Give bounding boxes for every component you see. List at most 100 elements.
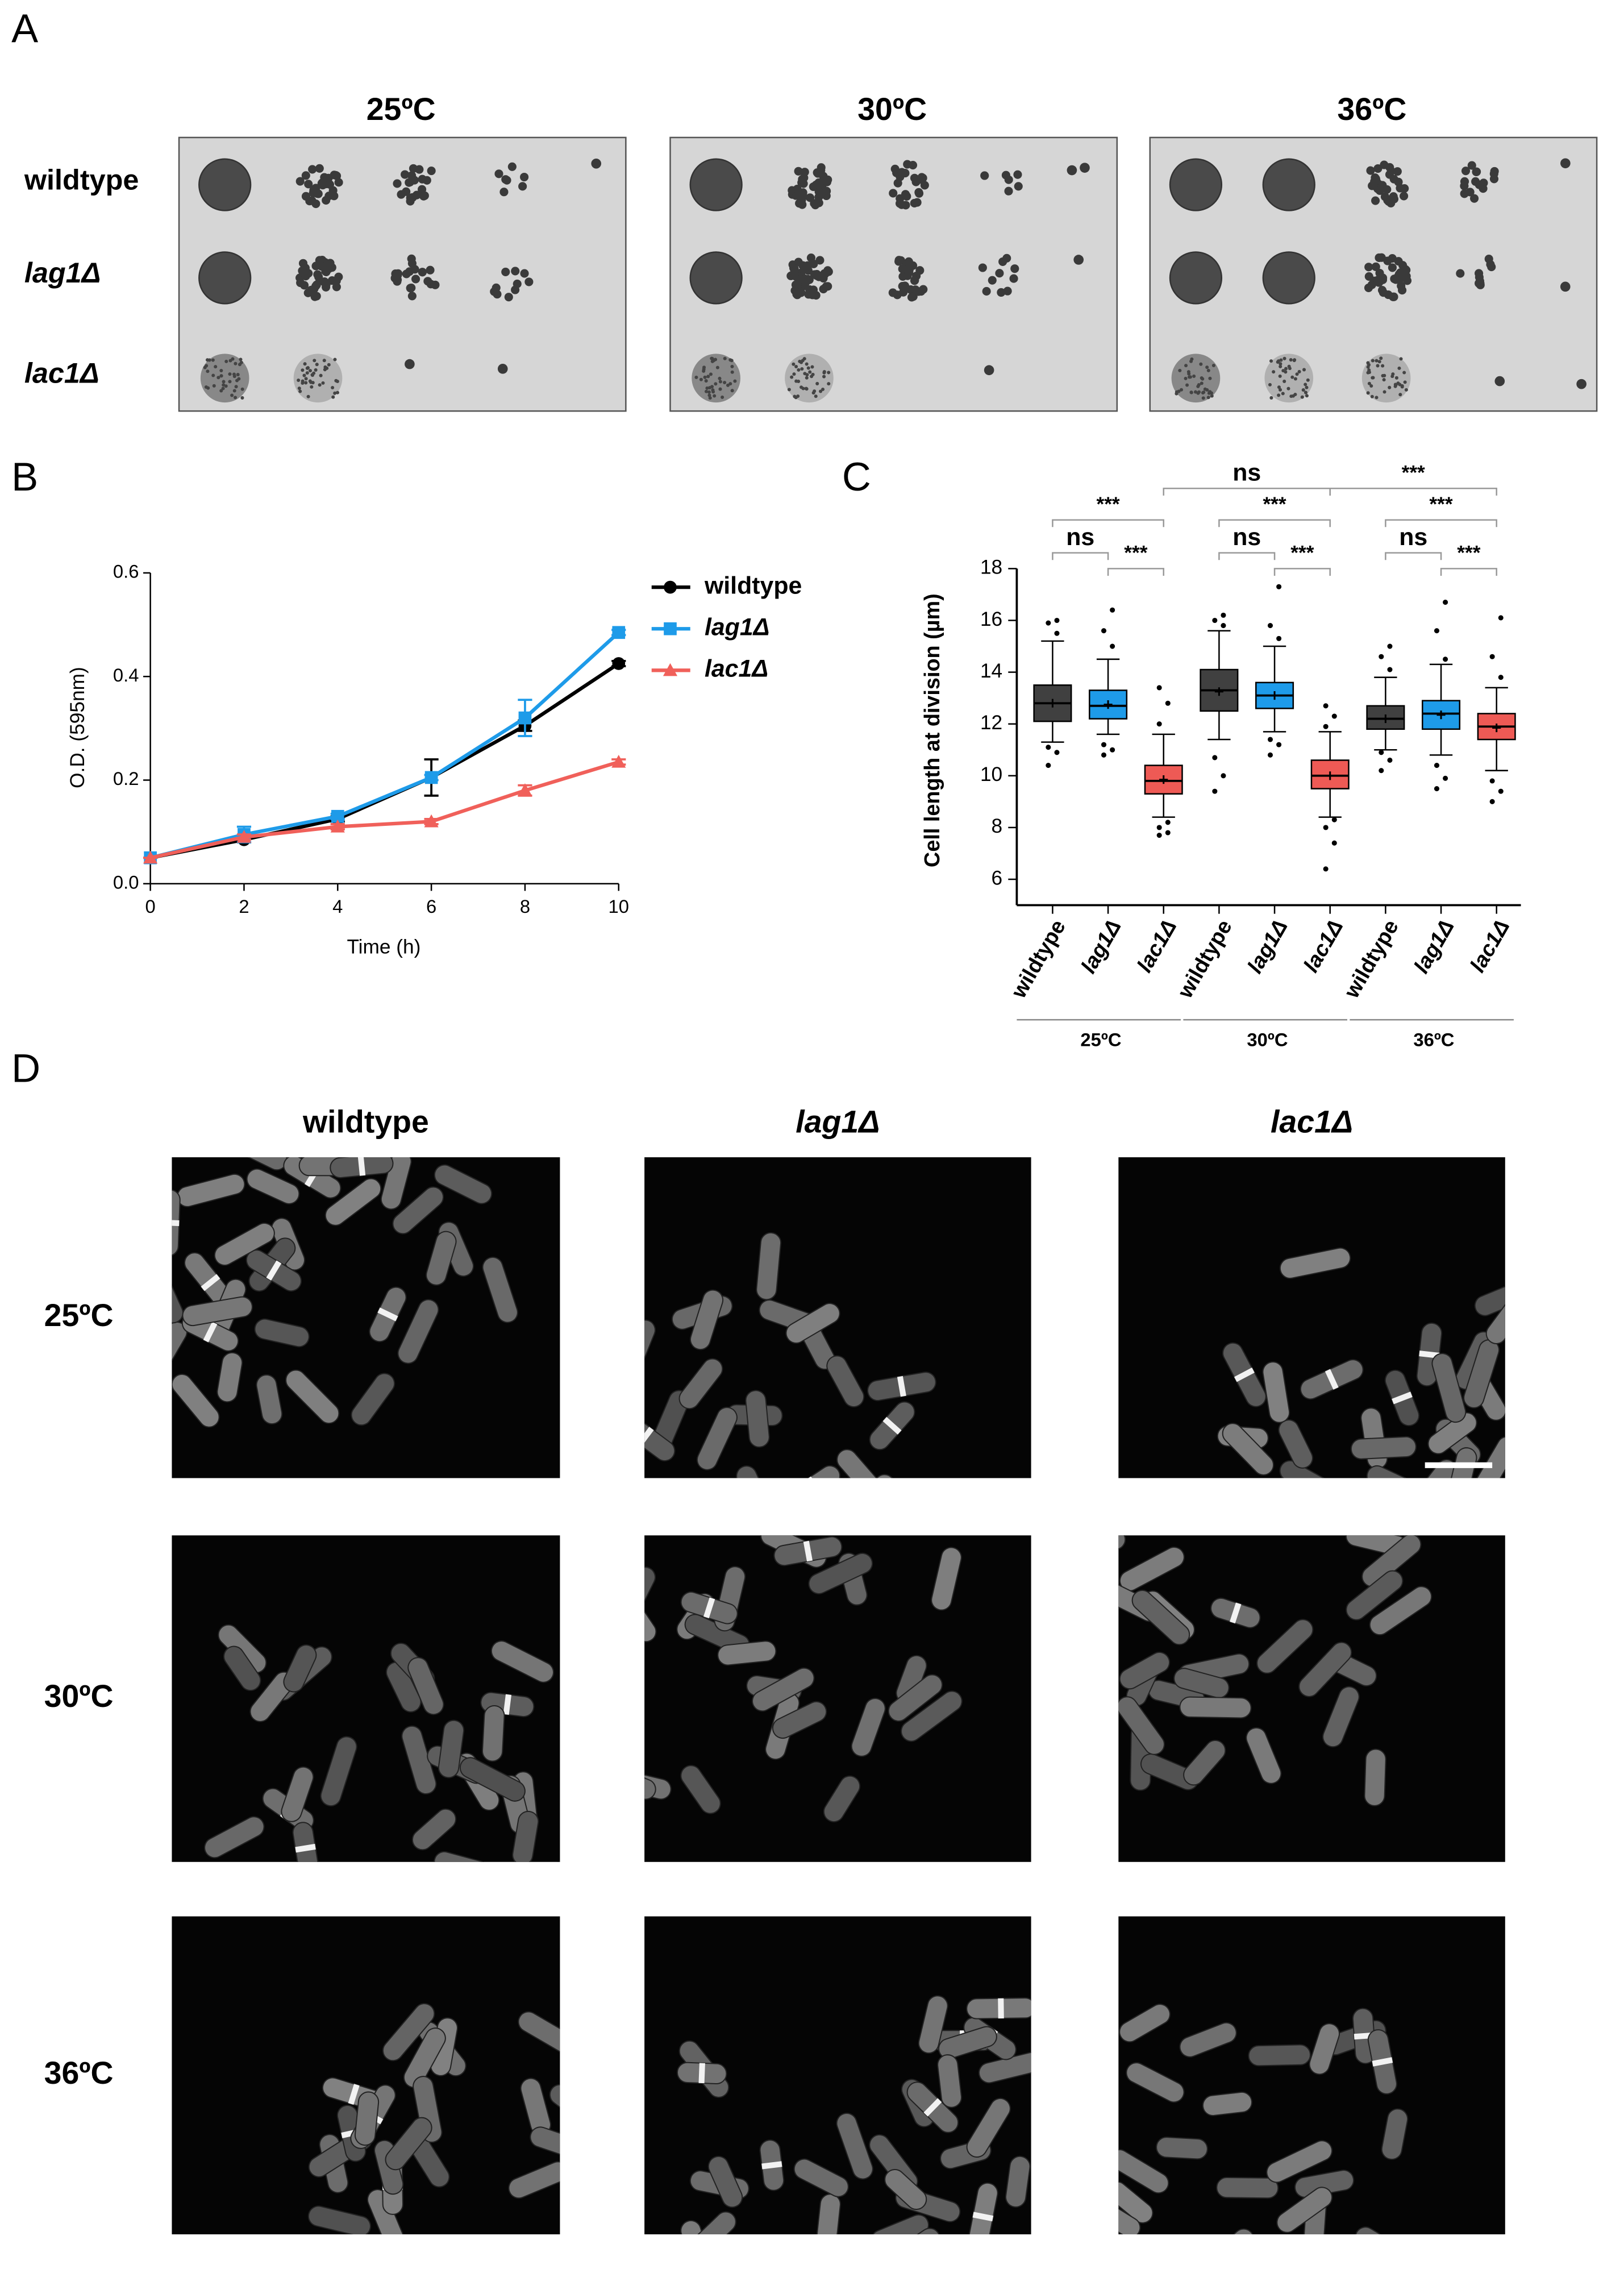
cell: [836, 1449, 884, 1478]
cell: [392, 1186, 444, 1235]
x-tick-label: lag1Δ: [1243, 916, 1293, 977]
cell-body: [531, 1858, 560, 1862]
cell-body: [351, 1373, 395, 1426]
cell: [382, 2003, 435, 2062]
cells: [1118, 1535, 1433, 1806]
colony: [322, 196, 331, 205]
cell-body: [216, 1352, 243, 1403]
colony-speck: [323, 368, 327, 372]
cell-body: [931, 1547, 962, 1611]
cell: [223, 1645, 261, 1692]
cell-body: [386, 1661, 422, 1713]
colony: [919, 285, 928, 294]
data-point: [518, 711, 532, 725]
colony-speck: [1371, 376, 1375, 380]
colony-speck: [219, 369, 223, 373]
colony-speck: [1279, 364, 1282, 368]
cell: [1364, 1748, 1386, 1806]
colony-speck: [827, 382, 831, 386]
cell-body: [246, 1168, 300, 1204]
y-axis-title: O.D. (595nm): [66, 667, 89, 788]
colony: [1384, 290, 1393, 300]
cell-body: [937, 2054, 963, 2108]
colony: [324, 264, 333, 273]
colony-speck: [707, 390, 711, 394]
colony-spot: [1169, 251, 1223, 305]
cell: [385, 2117, 432, 2171]
cell: [884, 2168, 927, 2210]
colony-speck: [1276, 360, 1280, 364]
cell-body: [1276, 2187, 1333, 2233]
colony-speck: [706, 375, 710, 379]
outlier: [1156, 721, 1162, 727]
significance-bracket: [1107, 568, 1164, 576]
colony-speck: [814, 394, 818, 398]
colony-speck: [715, 365, 719, 369]
colony: [1383, 185, 1392, 194]
colony-speck: [211, 373, 215, 377]
colony-speck: [1383, 373, 1386, 377]
outlier: [1054, 630, 1060, 636]
x-tick-label: wildtype: [1006, 916, 1070, 1003]
cell-body: [644, 1586, 657, 1643]
colony: [814, 178, 823, 187]
colony: [809, 285, 818, 294]
y-tick-label: 0.2: [113, 768, 139, 789]
row-label: 30ºC: [44, 1678, 114, 1714]
cell: [434, 1164, 493, 1204]
cell-body: [1256, 1619, 1314, 1674]
colony-speck: [730, 370, 734, 374]
x-tick-label: lac1Δ: [1465, 916, 1514, 976]
cell-body: [588, 1586, 637, 1639]
cell-body: [785, 1303, 840, 1344]
outlier: [1046, 620, 1051, 626]
row-label: 36ºC: [44, 2055, 114, 2091]
colony-speck: [704, 389, 709, 393]
colony: [1386, 198, 1396, 207]
colony-speck: [1208, 376, 1212, 380]
colony: [1364, 272, 1373, 281]
cell: [574, 1333, 640, 1360]
cell-body: [644, 1761, 656, 1800]
colony-speck: [1367, 381, 1371, 385]
colony-speck: [309, 380, 313, 384]
colony-speck: [335, 379, 339, 384]
colony: [507, 162, 517, 171]
colony-speck: [1379, 356, 1383, 360]
cell-body: [1361, 1535, 1422, 1588]
septum: [357, 1157, 366, 1176]
colony: [790, 267, 799, 276]
significance-label: ***: [1096, 493, 1119, 516]
cell-body: [678, 1358, 723, 1410]
mean-marker: [1048, 699, 1057, 708]
septum: [882, 1416, 902, 1435]
colony: [493, 290, 502, 299]
colony-speck: [222, 383, 226, 387]
colony-speck: [808, 370, 812, 374]
cell: [305, 1864, 359, 1886]
colony-speck: [322, 359, 326, 363]
colony: [504, 293, 513, 302]
x-tick-label: 4: [332, 896, 343, 917]
cell: [354, 2091, 380, 2146]
cell: [696, 1407, 738, 1470]
colony-speck: [723, 380, 727, 384]
cell-body: [574, 1333, 640, 1360]
cells: [588, 1535, 963, 1823]
colony-speck: [204, 385, 208, 389]
colony: [1388, 263, 1397, 272]
y-tick-label: 6: [992, 867, 1003, 889]
colony-speck: [1282, 379, 1286, 383]
mean-marker: [1159, 775, 1168, 784]
data-point: [612, 657, 626, 670]
cell-body: [413, 2076, 443, 2143]
colony: [328, 186, 338, 195]
x-tick-label: 0: [145, 896, 156, 917]
colony-speck: [333, 358, 337, 361]
cell: [869, 1401, 915, 1451]
outlier: [1323, 866, 1329, 872]
colony-speck: [211, 358, 215, 362]
cell: [1118, 1696, 1165, 1755]
colony: [1375, 253, 1384, 263]
colony: [513, 279, 522, 288]
